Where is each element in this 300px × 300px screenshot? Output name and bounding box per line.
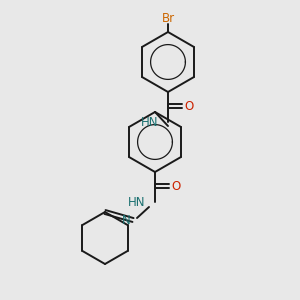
Text: HN: HN — [140, 116, 158, 128]
Text: O: O — [184, 100, 194, 112]
Text: Br: Br — [161, 11, 175, 25]
Text: HN: HN — [128, 196, 145, 208]
Text: O: O — [171, 179, 181, 193]
Text: N: N — [122, 214, 131, 226]
